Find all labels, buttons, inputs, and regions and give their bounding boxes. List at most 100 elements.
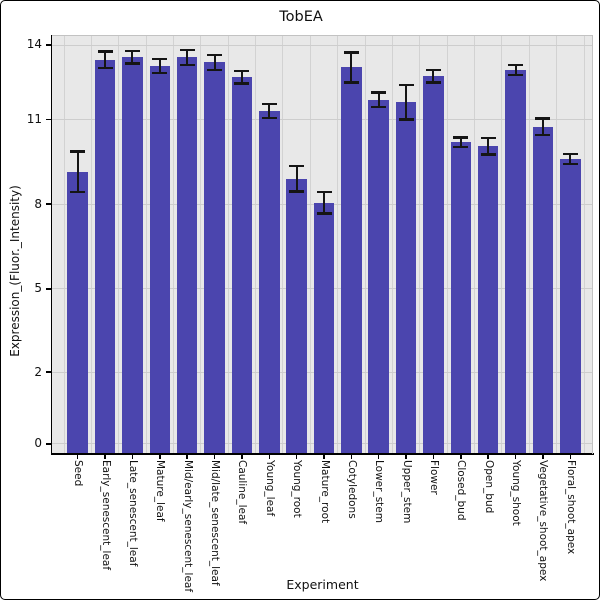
error-bar-line — [131, 51, 134, 64]
error-bar-cap — [398, 83, 414, 87]
y-tick-label: 11 — [26, 112, 42, 127]
x-tick-mark — [268, 455, 270, 459]
error-bar-cap — [234, 82, 250, 85]
x-tick-label: Young_shoot — [510, 460, 523, 526]
x-tick-label: Lower_stem — [373, 460, 386, 523]
bar — [204, 62, 225, 454]
x-tick-label: Young_root — [291, 460, 304, 518]
y-tick-mark — [46, 371, 51, 373]
x-tick-mark — [295, 455, 298, 459]
x-axis-label: Experiment — [286, 577, 359, 592]
x-tick-mark — [104, 455, 106, 459]
vertical-gridline — [364, 36, 366, 454]
error-bar-cap — [371, 91, 387, 94]
vertical-gridline — [501, 36, 503, 454]
x-tick-label: Mature_root — [318, 460, 331, 524]
bar — [505, 69, 526, 454]
error-bar-cap — [289, 164, 305, 168]
x-tick-mark — [213, 455, 216, 459]
error-bar-cap — [261, 102, 277, 106]
error-bar-line — [323, 191, 325, 214]
error-bar-line — [76, 151, 79, 192]
vertical-gridline — [556, 36, 558, 454]
error-bar-cap — [453, 136, 469, 139]
plot-right-edge — [592, 36, 593, 454]
error-bar-cap — [508, 63, 524, 67]
x-tick-mark — [542, 455, 544, 459]
bar — [286, 178, 307, 454]
bar — [395, 102, 417, 454]
y-tick-label: 0 — [34, 436, 42, 451]
x-tick-mark — [569, 455, 572, 459]
error-bar-cap — [234, 69, 250, 73]
error-bar-cap — [343, 81, 359, 84]
y-tick-mark — [46, 443, 51, 445]
x-tick-label: Flower — [427, 460, 440, 495]
x-axis-line — [50, 453, 594, 455]
x-tick-label: Late_senescent_leaf — [126, 460, 139, 567]
y-tick-marks — [46, 36, 51, 454]
vertical-gridline — [227, 36, 229, 454]
x-tick-mark — [405, 455, 407, 459]
error-bar-line — [350, 52, 353, 83]
error-bar-cap — [207, 53, 223, 57]
bar — [149, 66, 171, 454]
bar — [313, 202, 335, 454]
error-bar-cap — [97, 66, 113, 70]
x-tick-label: Early_senescent_leaf — [99, 460, 112, 571]
bar — [477, 146, 499, 454]
x-tick-mark — [131, 455, 134, 459]
plot-area — [52, 36, 593, 454]
bar — [532, 126, 554, 454]
vertical-gridline — [309, 36, 311, 454]
x-tick-mark — [76, 455, 79, 459]
error-bar-cap — [562, 162, 578, 166]
error-bar-cap — [207, 68, 223, 72]
y-tick-mark — [46, 44, 51, 46]
x-tick-marks — [52, 455, 593, 460]
error-bar-cap — [371, 105, 387, 109]
y-tick-label: 2 — [34, 364, 42, 379]
error-bar-cap — [70, 190, 86, 194]
error-bar-cap — [179, 63, 195, 67]
x-tick-label: Floral_shoot_apex — [564, 460, 577, 555]
bar — [423, 76, 444, 454]
x-tick-label: Mid/early_senescent_leaf — [181, 460, 194, 593]
error-bar-cap — [152, 71, 168, 75]
x-tick-mark — [186, 455, 188, 459]
x-tick-mark — [377, 455, 380, 459]
horizontal-gridline — [52, 44, 593, 46]
error-bar-cap — [316, 190, 332, 194]
horizontal-gridline — [52, 119, 593, 121]
vertical-gridline — [419, 36, 421, 454]
error-bar-cap — [480, 136, 496, 140]
vertical-gridline — [446, 36, 448, 454]
vertical-gridline — [474, 36, 476, 454]
vertical-gridline — [63, 36, 65, 454]
error-bar-line — [541, 118, 544, 135]
y-tick-label: 8 — [34, 196, 42, 211]
x-tick-label: Closed_bud — [455, 460, 468, 521]
vertical-gridline — [172, 36, 174, 454]
error-bar-line — [377, 92, 380, 107]
vertical-gridline — [391, 36, 393, 454]
bar — [368, 99, 389, 454]
error-bar-cap — [343, 51, 359, 54]
x-tick-mark — [323, 455, 325, 459]
error-bar-line — [569, 154, 572, 164]
y-axis-line — [50, 35, 52, 455]
x-tick-mark — [432, 455, 435, 459]
x-tick-label: Upper_stem — [400, 460, 413, 524]
bar — [450, 142, 472, 454]
error-bar-cap — [70, 150, 86, 153]
error-bar-cap — [425, 81, 441, 84]
bar — [176, 57, 198, 454]
error-bar-cap — [398, 118, 414, 121]
error-bar-line — [186, 49, 189, 65]
vertical-gridline — [528, 36, 530, 454]
bar — [67, 171, 88, 454]
error-bar-cap — [562, 152, 578, 156]
plot-top-edge — [52, 35, 593, 36]
bar — [259, 110, 280, 454]
x-tick-mark — [460, 455, 462, 459]
